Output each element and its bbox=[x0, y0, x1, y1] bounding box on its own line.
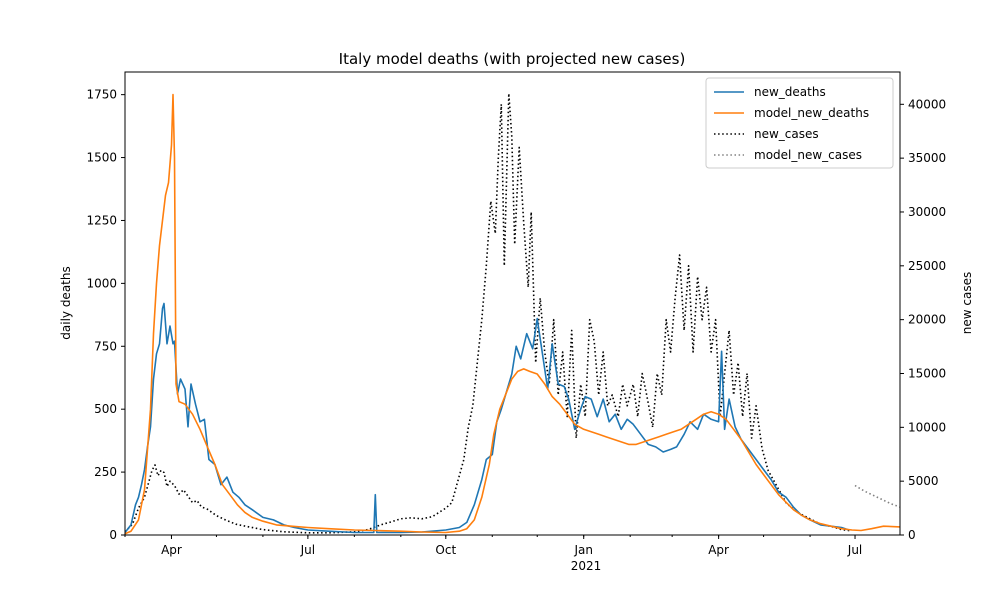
plot-frame bbox=[124, 71, 901, 536]
series-line-model-new-deaths bbox=[125, 93, 900, 535]
plot-layer bbox=[125, 92, 900, 535]
legend-box bbox=[705, 77, 894, 169]
y2-tick-label: 35000 bbox=[908, 151, 946, 165]
chart-title: Italy model deaths (with projected new c… bbox=[339, 50, 686, 68]
y2-tick-label: 15000 bbox=[908, 366, 946, 380]
y-tick-label: 0 bbox=[109, 528, 117, 542]
y-tick-label: 250 bbox=[94, 465, 117, 479]
y2-tick-label: 20000 bbox=[908, 313, 946, 327]
y-tick-label: 1250 bbox=[86, 213, 117, 227]
y2-tick-label: 5000 bbox=[908, 474, 939, 488]
x-tick-label: Apr bbox=[708, 543, 729, 557]
y2-tick-label: 30000 bbox=[908, 205, 946, 219]
x-tick-label: Jan bbox=[573, 543, 593, 557]
series-line-model-new-cases bbox=[854, 484, 900, 508]
y2-axis-label: new cases bbox=[960, 272, 974, 334]
x-tick-label: Jul bbox=[300, 543, 315, 557]
y2-tick-label: 40000 bbox=[908, 97, 946, 111]
y-tick-label: 1000 bbox=[86, 276, 117, 290]
y2-tick-label: 10000 bbox=[908, 420, 946, 434]
axes-layer: 0 250 500 750 1000 1250 1500 1750 0 5000 10000 1500… bbox=[86, 71, 946, 557]
legend-label-model-new-deaths: model_new_deaths bbox=[754, 106, 869, 120]
y-tick-label: 1500 bbox=[86, 151, 117, 165]
y2-tick-label: 25000 bbox=[908, 259, 946, 273]
y-tick-label: 750 bbox=[94, 339, 117, 353]
legend: new_deaths model_new_deaths new_casesmodel… bbox=[705, 77, 894, 169]
y-tick-label: 1750 bbox=[86, 88, 117, 102]
y-tick-label: 500 bbox=[94, 402, 117, 416]
legend-label-new-deaths: new_deaths bbox=[754, 85, 826, 99]
x-tick-label: Jul bbox=[847, 543, 862, 557]
series-line-new-cases bbox=[125, 92, 851, 534]
x-axis-year-label: 2021 bbox=[571, 559, 602, 573]
x-tick-label: Oct bbox=[435, 543, 456, 557]
legend-label-model-new-cases: model_new_cases bbox=[754, 148, 862, 162]
y-axis-label: daily deaths bbox=[59, 266, 73, 339]
legend-label-new-cases: new_cases bbox=[754, 127, 819, 141]
y2-tick-label: 0 bbox=[908, 528, 916, 542]
x-tick-label: Apr bbox=[161, 543, 182, 557]
